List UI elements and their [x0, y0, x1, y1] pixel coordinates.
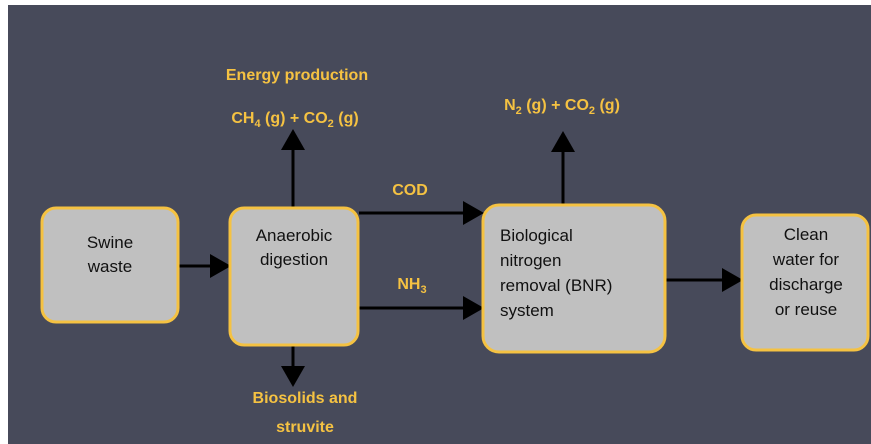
node-box — [481, 203, 667, 354]
subscript: 3 — [420, 284, 426, 296]
label: Biosolids and — [253, 390, 358, 407]
label-part: NH — [397, 276, 420, 293]
label: COD — [392, 182, 428, 199]
label-part: (g) — [334, 110, 359, 127]
node-text: Biological — [500, 226, 573, 245]
node-text: waste — [87, 257, 132, 276]
node-box — [228, 206, 360, 347]
label: NH3 — [397, 276, 426, 296]
label: CH4 (g) + CO2 (g) — [231, 110, 358, 130]
node-text: discharge — [769, 275, 843, 294]
label-part: N — [504, 97, 516, 114]
node-text: water for — [772, 250, 839, 269]
label-part: CH — [231, 110, 254, 127]
node-text: Swine — [87, 233, 133, 252]
label: Energy production — [226, 67, 368, 84]
node-box — [740, 213, 870, 352]
subscript: 2 — [516, 105, 522, 117]
node-text: or reuse — [775, 300, 837, 319]
label-part: (g) + CO — [522, 97, 589, 114]
node-text: digestion — [260, 250, 328, 269]
node-text: Clean — [784, 225, 828, 244]
label-part: (g) + CO — [261, 110, 328, 127]
subscript: 2 — [328, 118, 334, 130]
label-part: (g) — [595, 97, 620, 114]
node-text: system — [500, 301, 554, 320]
node-text: Anaerobic — [256, 226, 333, 245]
label: struvite — [276, 419, 334, 436]
subscript: 4 — [254, 118, 261, 130]
node-text: nitrogen — [500, 251, 561, 270]
node-box — [40, 206, 180, 324]
subscript: 2 — [589, 105, 595, 117]
label: N2 (g) + CO2 (g) — [504, 97, 620, 117]
node-text: removal (BNR) — [500, 276, 612, 295]
